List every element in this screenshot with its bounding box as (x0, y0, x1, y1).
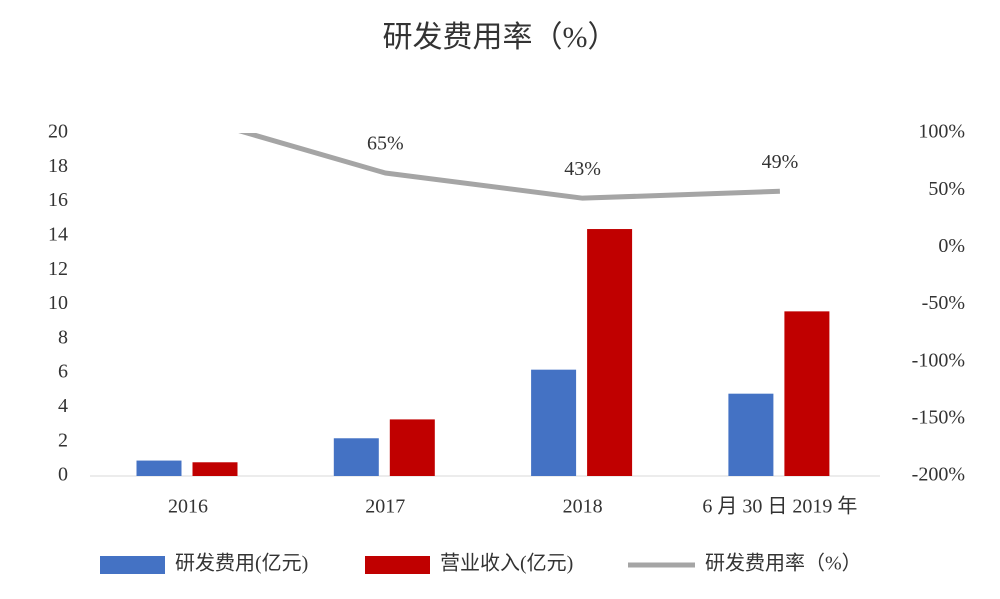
bar (531, 369, 577, 476)
y-tick-label: 12 (48, 258, 68, 280)
bar (192, 462, 238, 476)
bar (136, 460, 182, 476)
data-label: 65% (367, 133, 404, 155)
y-tick-label: 2 (58, 429, 68, 451)
legend-swatch (100, 556, 165, 574)
y-tick-label: 10 (48, 292, 68, 314)
bar (587, 229, 633, 476)
y-tick-label: 14 (48, 223, 68, 245)
legend-label: 研发费用率（%） (705, 552, 862, 575)
y-tick-label: 4 (58, 395, 68, 417)
x-tick-label: 2016 (168, 496, 208, 518)
y-tick-label: 20 (48, 121, 68, 143)
chart-title: 研发费用率（%） (383, 21, 618, 54)
legend-swatch (365, 556, 430, 574)
bar (728, 393, 774, 476)
y-tick-label: 6 (58, 361, 68, 383)
legend-label: 研发费用(亿元) (175, 552, 308, 575)
line (238, 133, 780, 201)
bar (784, 311, 830, 476)
bar (389, 419, 435, 476)
y2-tick-label: 0% (938, 235, 965, 257)
data-label: 43% (564, 158, 601, 180)
x-tick-label: 6 月 30 日 2019 年 (702, 495, 857, 518)
y2-tick-label: -150% (912, 406, 965, 428)
bar (333, 438, 379, 476)
data-label: 49% (762, 151, 799, 173)
y2-tick-label: -100% (912, 349, 965, 371)
legend-label: 营业收入(亿元) (440, 552, 573, 575)
x-tick-label: 2018 (563, 496, 603, 518)
x-tick-label: 2017 (365, 496, 405, 518)
y-tick-label: 16 (48, 189, 68, 211)
y-tick-label: 0 (58, 464, 68, 486)
y2-tick-label: -200% (912, 464, 965, 486)
y-tick-label: 18 (48, 155, 68, 177)
y2-tick-label: -50% (922, 292, 965, 314)
y-tick-label: 8 (58, 326, 68, 348)
y2-tick-label: 100% (918, 121, 965, 143)
y2-tick-label: 50% (928, 178, 965, 200)
